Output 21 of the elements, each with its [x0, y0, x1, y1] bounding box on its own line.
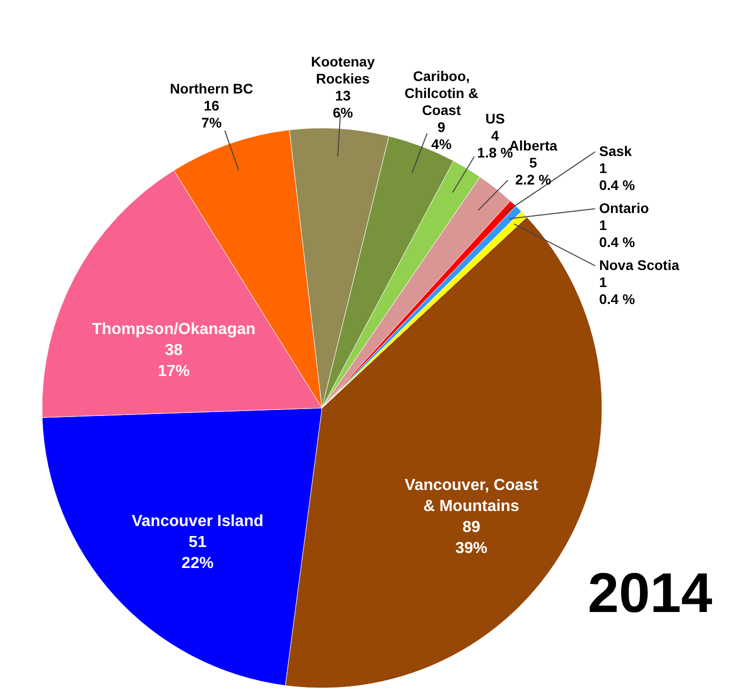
data-label: 51 22%	[182, 534, 214, 572]
text: 2014	[588, 561, 712, 624]
slice-label: Nova Scotia	[599, 256, 680, 273]
slice-label: Vancouver Island	[132, 512, 264, 530]
slice-label: Northern BC	[170, 80, 254, 96]
slice-label: Vancouver, Coast & Mountains	[404, 476, 539, 515]
data-label: 16 7%	[201, 98, 222, 130]
data-label: 89 39%	[455, 518, 488, 557]
slice-label: Cariboo, Chilcotin & Coast	[404, 68, 478, 118]
data-label: 1 0.4 %	[599, 216, 636, 250]
slice-label: Kootenay Rockies	[310, 54, 375, 87]
data-label: 1 0.4 %	[599, 274, 636, 307]
slice-label: Sask	[599, 142, 632, 159]
slice-label: US	[485, 110, 505, 126]
data-label: 9 4%	[431, 118, 452, 152]
slice-label: Thompson/Okanagan	[92, 320, 256, 338]
data-label: 1 0.4 %	[599, 160, 636, 193]
slice-label: Ontario	[599, 200, 649, 216]
data-label: 13 6%	[332, 88, 354, 121]
data-label: 38 17%	[158, 342, 190, 380]
data-label: 5 2.2 %	[515, 154, 552, 188]
